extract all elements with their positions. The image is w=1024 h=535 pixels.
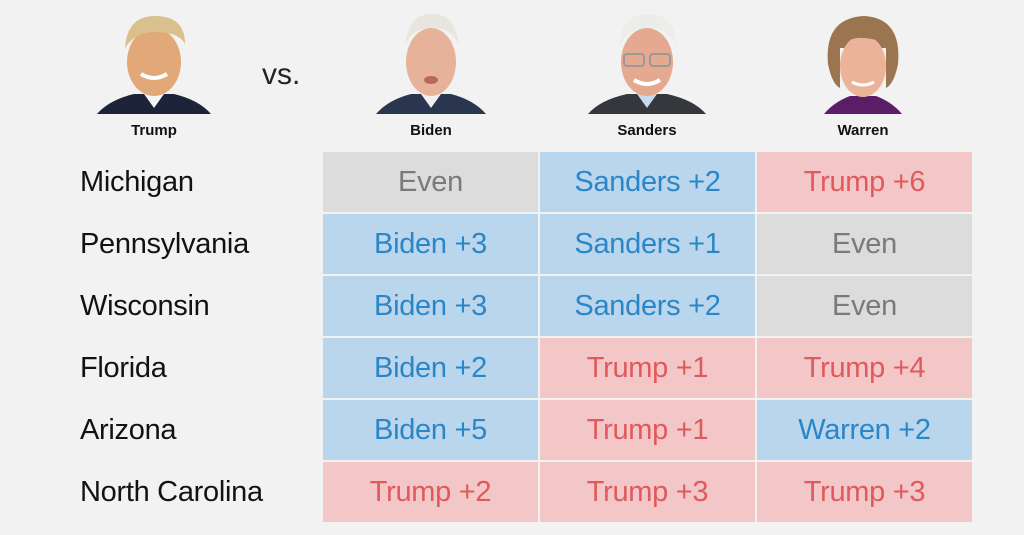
- result-cell: Trump +1: [540, 400, 755, 460]
- warren-portrait: [798, 8, 928, 114]
- sanders-portrait: [582, 8, 712, 114]
- result-cell: Trump +3: [540, 462, 755, 522]
- candidate-name: Warren: [837, 122, 889, 139]
- state-label-arizona: Arizona: [80, 414, 177, 446]
- candidate-header-sanders: Sanders: [539, 0, 755, 150]
- vs-label: vs.: [262, 58, 301, 91]
- result-cell: Biden +3: [323, 276, 538, 336]
- candidate-header-biden: Biden: [323, 0, 539, 150]
- state-label-pennsylvania: Pennsylvania: [80, 228, 249, 260]
- result-cell: Sanders +2: [540, 152, 755, 212]
- result-cell: Even: [757, 276, 972, 336]
- result-cell: Even: [323, 152, 538, 212]
- candidate-header-warren: Warren: [755, 0, 971, 150]
- candidate-name: Trump: [131, 122, 177, 139]
- result-cell: Trump +3: [757, 462, 972, 522]
- result-cell: Sanders +2: [540, 276, 755, 336]
- result-cell: Trump +2: [323, 462, 538, 522]
- result-cell: Biden +5: [323, 400, 538, 460]
- result-cell: Warren +2: [757, 400, 972, 460]
- state-label-florida: Florida: [80, 352, 167, 384]
- biden-portrait: [366, 8, 496, 114]
- state-label-north-carolina: North Carolina: [80, 476, 263, 508]
- candidate-name: Sanders: [617, 122, 677, 139]
- result-cell: Sanders +1: [540, 214, 755, 274]
- state-label-wisconsin: Wisconsin: [80, 290, 210, 322]
- trump-portrait: [89, 8, 219, 114]
- result-cell: Even: [757, 214, 972, 274]
- results-grid: Even Sanders +2 Trump +6 Biden +3 Sander…: [323, 152, 972, 522]
- candidate-header-trump: Trump: [46, 0, 262, 150]
- result-cell: Trump +4: [757, 338, 972, 398]
- candidate-name: Biden: [410, 122, 452, 139]
- result-cell: Biden +3: [323, 214, 538, 274]
- result-cell: Trump +6: [757, 152, 972, 212]
- result-cell: Biden +2: [323, 338, 538, 398]
- state-label-michigan: Michigan: [80, 166, 194, 198]
- result-cell: Trump +1: [540, 338, 755, 398]
